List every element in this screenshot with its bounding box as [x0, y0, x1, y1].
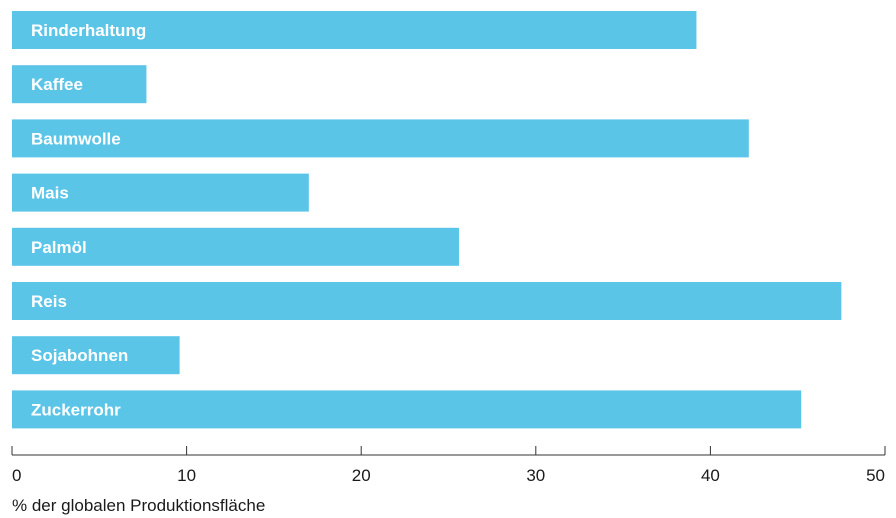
bar-label-7: Zuckerrohr [31, 400, 121, 419]
bar-label-4: Palmöl [31, 238, 87, 257]
bar-0 [12, 11, 697, 49]
x-tick-label-2: 20 [352, 466, 371, 485]
bar-label-1: Kaffee [31, 75, 83, 94]
bar-6 [12, 336, 180, 375]
bar-7 [12, 390, 802, 429]
bar-2 [12, 119, 749, 158]
x-tick-label-5: 50 [866, 466, 885, 485]
bar-label-3: Mais [31, 184, 69, 203]
x-tick-label-4: 40 [701, 466, 720, 485]
bar-1 [12, 65, 147, 104]
bar-label-2: Baumwolle [31, 129, 121, 148]
x-axis-title: % der globalen Produktionsfläche [12, 496, 265, 515]
bar-4 [12, 227, 459, 266]
x-tick-label-0: 0 [12, 466, 21, 485]
bar-label-5: Reis [31, 292, 67, 311]
bar-label-0: Rinderhaltung [31, 21, 146, 40]
bar-3 [12, 173, 309, 212]
bar-label-6: Sojabohnen [31, 346, 128, 365]
bars-group: Rinderhaltung Kaffee Baumwolle Mais Palmöl Re… [12, 11, 842, 429]
x-axis: 0 10 20 30 40 50 [11, 446, 886, 485]
x-tick-label-1: 10 [177, 466, 196, 485]
x-tick-label-3: 30 [526, 466, 545, 485]
bar-5 [12, 282, 842, 320]
